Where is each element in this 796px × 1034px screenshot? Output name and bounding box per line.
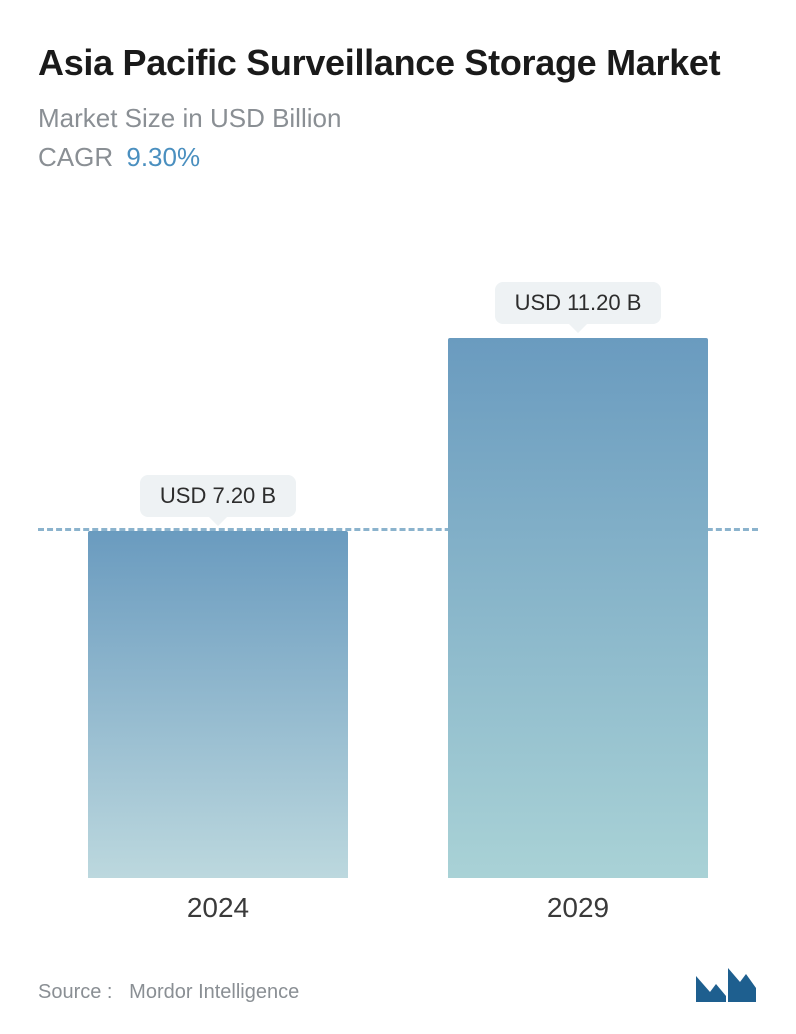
bar-column: USD 7.20 B: [88, 475, 348, 878]
cagr-label: CAGR: [38, 142, 113, 172]
bars-container: USD 7.20 B USD 11.20 B: [38, 203, 758, 878]
x-axis: 2024 2029: [38, 892, 758, 924]
source-text: Source : Mordor Intelligence: [38, 981, 299, 1004]
mordor-logo-icon: [694, 962, 758, 1004]
bar: [88, 531, 348, 878]
chart-card: Asia Pacific Surveillance Storage Market…: [0, 0, 796, 1034]
bar-column: USD 11.20 B: [448, 282, 708, 878]
x-axis-label: 2024: [88, 892, 348, 924]
bar: [448, 338, 708, 878]
chart-plot-area: USD 7.20 B USD 11.20 B: [38, 203, 758, 878]
source-label: Source :: [38, 981, 112, 1003]
cagr-row: CAGR 9.30%: [38, 142, 758, 173]
x-axis-label: 2029: [448, 892, 708, 924]
bar-value-pill: USD 7.20 B: [140, 475, 296, 517]
bar-value-pill: USD 11.20 B: [495, 282, 662, 324]
source-name: Mordor Intelligence: [129, 981, 299, 1003]
chart-subtitle: Market Size in USD Billion: [38, 103, 758, 134]
chart-footer: Source : Mordor Intelligence: [38, 962, 758, 1004]
cagr-value: 9.30%: [126, 142, 200, 172]
chart-title: Asia Pacific Surveillance Storage Market: [38, 40, 758, 85]
